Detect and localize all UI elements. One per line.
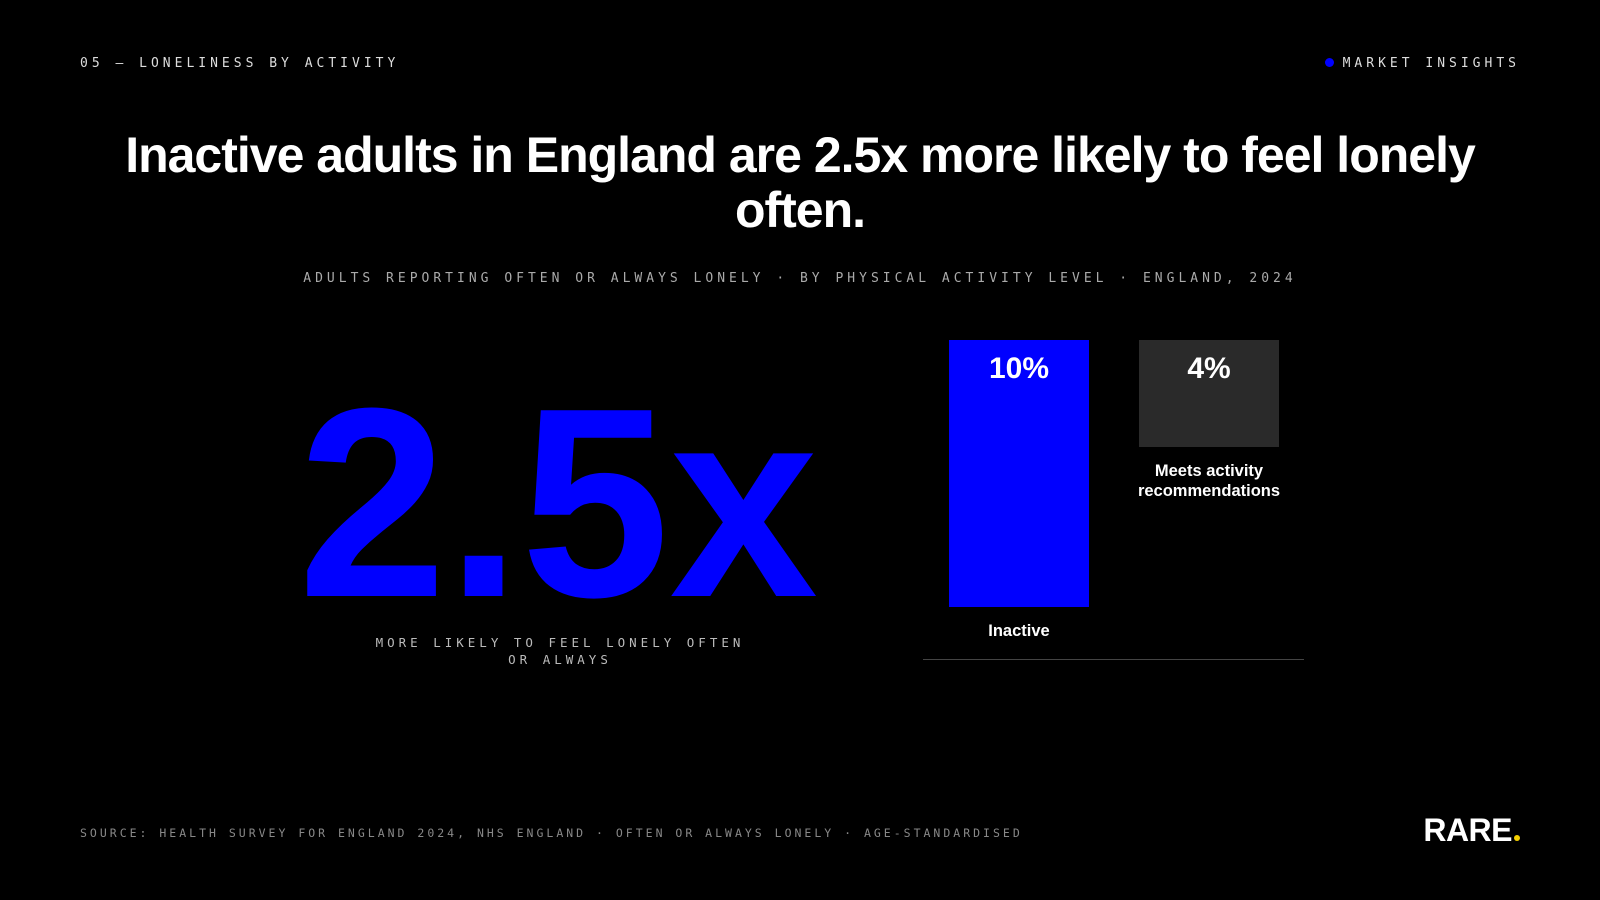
section-label: 05 — LONELINESS BY ACTIVITY	[80, 56, 400, 71]
bar	[949, 340, 1089, 607]
baseline	[923, 659, 1304, 660]
bar	[1139, 340, 1279, 447]
tag-label: MARKET INSIGHTS	[1325, 56, 1520, 71]
stat-value: 2.5x	[298, 360, 820, 610]
subtitle: ADULTS REPORTING OFTEN OR ALWAYS LONELY …	[303, 271, 1297, 286]
title: Inactive adults in England are 2.5x more…	[125, 127, 1476, 238]
source: SOURCE: HEALTH SURVEY FOR ENGLAND 2024, …	[80, 826, 1023, 840]
stat-caption: MORE LIKELY TO FEEL LONELY OFTEN OR ALWA…	[360, 634, 760, 668]
logo: RARE	[1423, 812, 1520, 849]
value-label: 4%	[1187, 352, 1231, 385]
value-label: 10%	[988, 352, 1050, 385]
bar-chart: 10% Inactive 4% Meets activity recommendati…	[923, 340, 1304, 660]
category-label: Meets activity recommendations	[1137, 461, 1281, 500]
caption-line: MORE LIKELY TO FEEL LONELY OFTEN	[375, 635, 745, 650]
caption-line: OR ALWAYS	[508, 652, 612, 667]
stat-figure: 2.5x	[298, 360, 820, 610]
category-label: Inactive	[988, 622, 1050, 640]
